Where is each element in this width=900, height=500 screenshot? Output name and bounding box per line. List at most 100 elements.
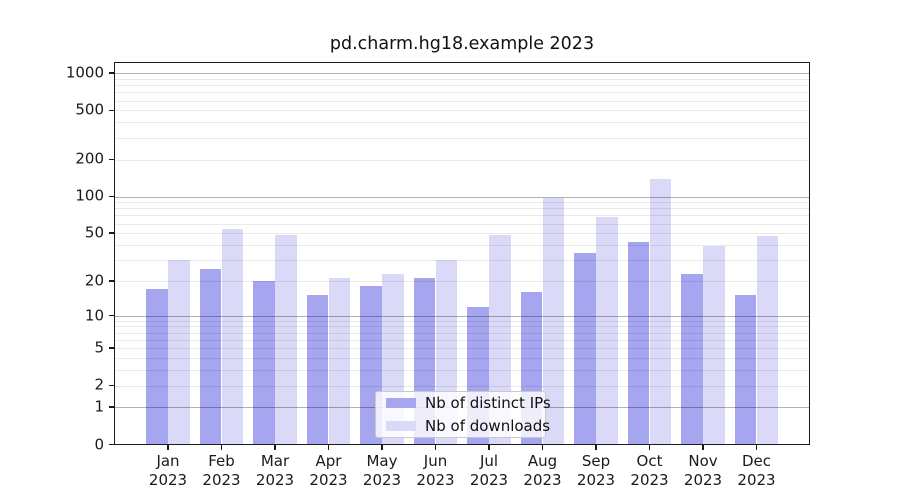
gridline-y-90 (114, 202, 810, 204)
gridline-y-6 (114, 339, 810, 341)
y-tick-mark-100 (109, 195, 114, 198)
gridline-y-40 (114, 244, 810, 246)
x-tick-year-sep: 2023 (576, 470, 616, 489)
y-tick-mark-50 (109, 232, 114, 234)
x-tick-label-jan: Jan 2023 (133, 452, 203, 489)
bar-nb-of-downloads-apr (328, 278, 351, 445)
gridline-y-500 (114, 110, 810, 112)
gridline-y-700 (114, 92, 810, 94)
x-tick-mark-jun (434, 445, 437, 450)
plot-area (114, 62, 810, 445)
x-tick-month-nov: Nov (688, 452, 718, 470)
gridline-y-900 (114, 78, 810, 80)
gridline-y-2 (114, 385, 810, 387)
gridline-y-8 (114, 326, 810, 328)
legend-item-distinct-ips: Nb of distinct IPs (386, 394, 551, 412)
x-tick-label-jul: Jul 2023 (454, 452, 524, 489)
gridline-y-30 (114, 259, 810, 261)
x-tick-label-aug: Aug 2023 (508, 452, 578, 489)
gridline-y-400 (114, 122, 810, 124)
bar-nb-of-downloads-aug (542, 198, 565, 445)
gridline-y-800 (114, 85, 810, 87)
x-tick-month-feb: Feb (208, 452, 235, 470)
x-tick-label-apr: Apr 2023 (294, 452, 364, 489)
x-tick-mark-sep (595, 445, 597, 450)
gridline-y-1000 (114, 73, 810, 75)
legend-swatch-distinct-ips (386, 397, 416, 409)
y-tick-label-5: 5 (94, 338, 104, 357)
y-tick-mark-1000 (109, 72, 114, 74)
x-tick-label-mar: Mar 2023 (240, 452, 310, 489)
x-tick-mark-oct (648, 445, 651, 450)
gridline-y-60 (114, 223, 810, 225)
bar-nb-of-downloads-mar (275, 235, 297, 445)
y-tick-mark-5 (109, 347, 114, 349)
bar-nb-of-downloads-feb (221, 229, 244, 445)
x-tick-mark-mar (274, 445, 276, 450)
x-tick-month-jun: Jun (423, 452, 448, 470)
gridline-y-7 (114, 332, 810, 334)
x-tick-year-aug: 2023 (523, 470, 562, 489)
bar-nb-of-distinct-ips-sep (574, 253, 596, 445)
x-tick-year-may: 2023 (362, 470, 402, 489)
x-tick-label-oct: Oct 2023 (615, 452, 685, 489)
gridline-y-5 (114, 348, 810, 350)
y-tick-mark-200 (109, 158, 114, 161)
y-tick-label-20: 20 (84, 271, 104, 290)
gridline-y-600 (114, 100, 810, 102)
x-tick-month-may: May (366, 452, 398, 470)
x-tick-month-apr: Apr (315, 452, 342, 470)
x-tick-label-sep: Sep 2023 (561, 452, 631, 489)
y-tick-mark-500 (109, 109, 114, 112)
x-tick-year-nov: 2023 (683, 470, 723, 489)
x-tick-year-feb: 2023 (202, 470, 241, 489)
x-tick-label-feb: Feb 2023 (187, 452, 257, 489)
bar-nb-of-downloads-oct (649, 178, 672, 445)
gridline-y-50 (114, 233, 810, 235)
x-tick-mark-feb (220, 445, 223, 450)
legend-item-downloads: Nb of downloads (386, 417, 550, 435)
gridline-y-9 (114, 320, 810, 322)
x-tick-mark-jul (488, 445, 490, 450)
y-tick-label-1: 1 (94, 397, 104, 416)
x-tick-month-aug: Aug (527, 452, 558, 470)
y-tick-mark-10 (109, 314, 114, 317)
x-tick-month-mar: Mar (260, 452, 290, 470)
bar-nb-of-distinct-ips-dec (734, 295, 757, 445)
legend-swatch-downloads (386, 420, 416, 432)
legend-label-distinct-ips: Nb of distinct IPs (425, 394, 551, 412)
chart-title: pd.charm.hg18.example 2023 (329, 34, 595, 54)
gridline-y-20 (114, 280, 810, 282)
x-tick-mark-apr (327, 445, 330, 450)
gridline-y-70 (114, 215, 810, 217)
y-tick-mark-1 (109, 406, 114, 408)
x-tick-year-apr: 2023 (309, 470, 348, 489)
legend: Nb of distinct IPs Nb of downloads (375, 391, 551, 438)
bar-nb-of-distinct-ips-oct (627, 242, 650, 445)
gridline-y-10 (114, 315, 810, 317)
gridline-y-200 (114, 159, 810, 161)
x-tick-month-jan: Jan (156, 452, 180, 470)
gridline-y-3 (114, 370, 810, 371)
x-tick-month-jul: Jul (479, 452, 499, 470)
bar-nb-of-downloads-jan (168, 259, 190, 445)
x-tick-year-jan: 2023 (148, 470, 188, 489)
x-tick-month-dec: Dec (741, 452, 772, 470)
bar-nb-of-distinct-ips-jan (146, 289, 168, 445)
bar-nb-of-downloads-dec (756, 236, 779, 445)
bar-nb-of-downloads-nov (703, 246, 725, 445)
y-tick-mark-0 (109, 443, 114, 446)
bar-nb-of-distinct-ips-apr (306, 295, 329, 445)
x-tick-year-jun: 2023 (416, 470, 455, 489)
x-tick-mark-jan (167, 445, 169, 450)
x-tick-label-jun: Jun 2023 (401, 452, 471, 489)
x-tick-year-dec: 2023 (737, 470, 776, 489)
y-tick-mark-20 (109, 280, 114, 282)
bar-nb-of-downloads-sep (596, 216, 618, 445)
x-tick-month-sep: Sep (581, 452, 611, 470)
gridline-y-4 (114, 358, 810, 359)
y-tick-label-2: 2 (94, 376, 104, 395)
y-tick-label-0: 0 (94, 435, 104, 454)
x-tick-label-nov: Nov 2023 (668, 452, 738, 489)
